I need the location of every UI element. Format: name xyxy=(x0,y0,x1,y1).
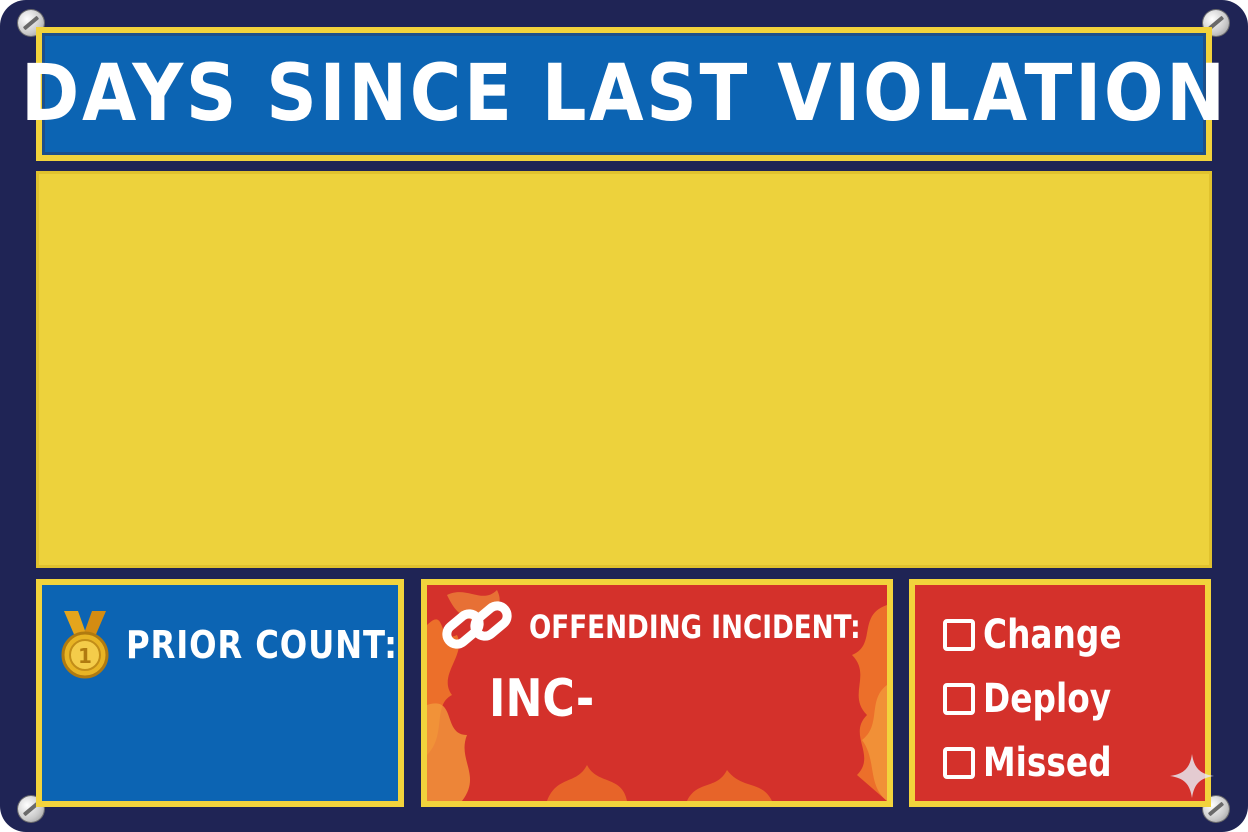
day-counter-panel[interactable] xyxy=(36,171,1212,568)
prior-count-box: 1 PRIOR COUNT: xyxy=(36,579,404,807)
checklist-item-missed[interactable]: Missed xyxy=(943,731,1152,795)
title-banner: DAYS SINCE LAST VIOLATION xyxy=(21,27,1225,161)
checklist-item-label: Missed xyxy=(983,740,1112,786)
prior-count-label: PRIOR COUNT: xyxy=(126,623,398,667)
svg-text:1: 1 xyxy=(78,644,92,668)
checklist-item-label: Change xyxy=(983,612,1122,658)
deploy-checkbox[interactable] xyxy=(943,683,975,715)
incident-id-field[interactable]: INC- xyxy=(489,669,595,729)
page-title: DAYS SINCE LAST VIOLATION xyxy=(20,49,1228,139)
checklist-item-deploy[interactable]: Deploy xyxy=(943,667,1152,731)
prior-count-header: 1 PRIOR COUNT: xyxy=(56,609,446,681)
cause-checklist: Change Deploy Missed xyxy=(943,603,1152,795)
flame-pattern xyxy=(427,585,887,801)
checklist-item-label: Deploy xyxy=(983,676,1112,722)
offending-incident-header: OFFENDING INCIDENT: xyxy=(439,597,887,657)
sparkle-icon xyxy=(1170,754,1214,798)
medal-icon: 1 xyxy=(61,611,109,679)
checklist-item-change[interactable]: Change xyxy=(943,603,1152,667)
offending-incident-label: OFFENDING INCIDENT: xyxy=(529,608,861,646)
cause-checklist-box: Change Deploy Missed xyxy=(909,579,1211,807)
link-icon xyxy=(442,601,512,649)
change-checkbox[interactable] xyxy=(943,619,975,651)
missed-checkbox[interactable] xyxy=(943,747,975,779)
offending-incident-box: OFFENDING INCIDENT: INC- xyxy=(421,579,893,807)
title-banner-inner: DAYS SINCE LAST VIOLATION xyxy=(21,33,1225,155)
